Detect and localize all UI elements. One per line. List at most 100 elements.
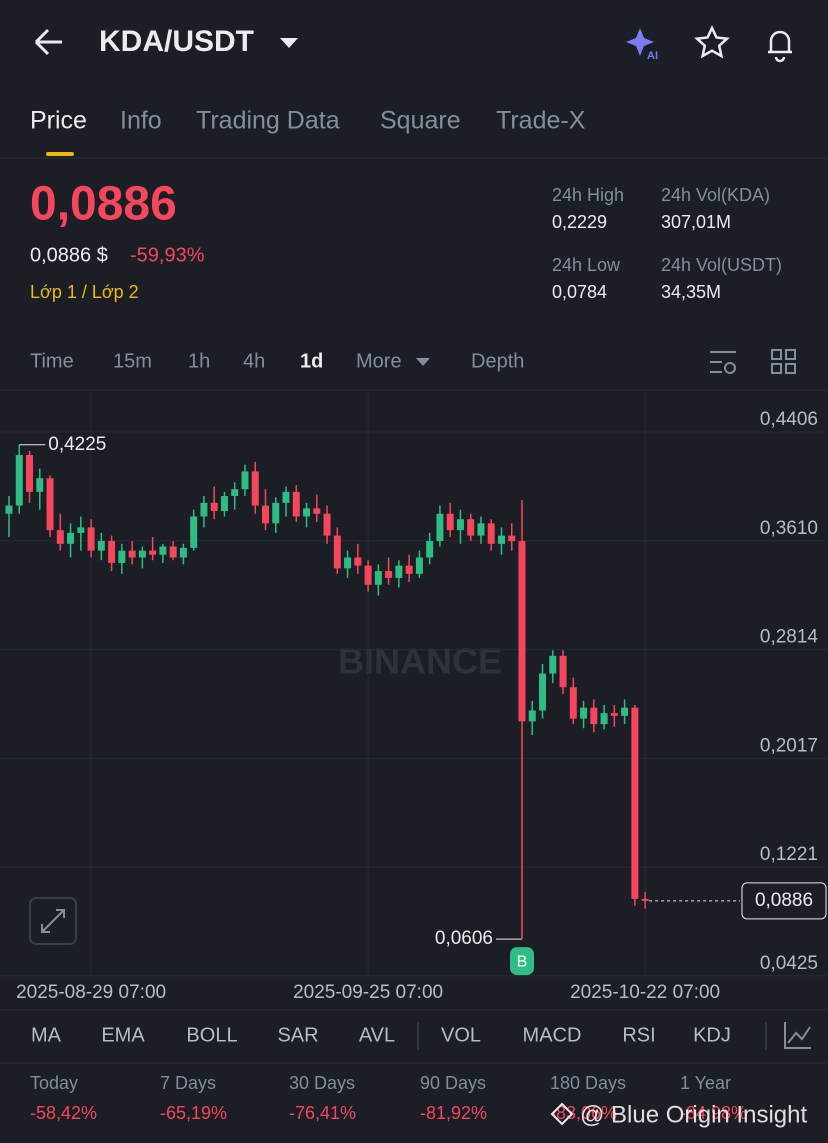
candle-body [190,516,198,548]
indicator[interactable]: VOL [441,1024,481,1046]
high-label: 0,4225 [48,434,106,455]
watermark-logo [550,1102,574,1126]
chart-settings-icon[interactable] [710,351,736,374]
y-tick-label: 0,1221 [760,844,818,865]
candle-body [262,505,269,524]
candle-body [138,550,146,558]
candle-body [313,508,321,514]
alert-button[interactable] [768,30,792,63]
x-tick-label: 2025-09-25 07:00 [293,982,443,1003]
candle-body [539,673,547,711]
tab[interactable]: Price [30,107,87,135]
candle-body [580,707,588,719]
stat-label: 24h Vol(USDT) [661,255,782,275]
period-label: 1 Year [680,1073,731,1093]
candle-body [610,713,618,716]
candle-body [179,547,187,558]
candle-body [87,527,95,551]
interval[interactable]: 4h [243,350,265,372]
interval[interactable]: Depth [471,350,524,372]
fullscreen-button[interactable] [29,897,77,945]
interval[interactable]: 1h [188,350,210,372]
interval[interactable]: More [356,350,402,372]
candle-body [46,478,54,531]
indicator[interactable]: BOLL [186,1024,237,1046]
interval[interactable]: Time [30,350,74,372]
layout-icon[interactable] [771,349,796,374]
candle-body [272,502,280,524]
candle-body [128,550,136,558]
candle-body [231,489,239,496]
layer-tag[interactable]: Lớp 1 / Lớp 2 [30,282,139,302]
candle-body [497,535,505,544]
candle-body [446,513,454,531]
candle-body [467,519,475,536]
fiat-price: 0,0886 $ [30,244,108,266]
indicator-settings[interactable] [784,1022,811,1049]
candle-body [220,495,228,512]
indicator[interactable]: RSI [622,1024,655,1046]
back-button[interactable] [34,28,62,56]
candle-body [354,557,362,566]
candle-body [364,565,372,585]
candle-body [415,557,423,574]
y-tick-label: 0,3610 [760,518,818,539]
tab[interactable]: Trade-X [496,107,586,135]
indicator[interactable]: MA [31,1024,62,1046]
watermark: BINANCE [338,641,502,682]
candle-body [169,546,177,558]
tab[interactable]: Info [120,107,162,135]
ai-button[interactable]: AI [626,28,658,62]
candle-body [77,527,85,533]
candle-body [426,541,434,558]
period-change: -81,92% [420,1103,487,1123]
last-price-box [741,882,827,920]
footer-watermark: @ Blue Origin Insight [580,1101,807,1128]
tab-indicator [46,152,74,156]
candle-body [374,571,382,585]
price-change: -59,93% [130,244,205,266]
candle-body [456,519,464,531]
candle-body [323,513,331,536]
x-tick-label: 2025-10-22 07:00 [570,982,720,1003]
period-change: -84,98% [680,1103,747,1123]
candle-body [97,541,105,551]
candle-body [303,508,311,517]
candle-body [569,687,577,719]
x-tick-label: 2025-08-29 07:00 [16,982,166,1003]
candle-body [508,535,516,542]
indicator[interactable]: MACD [523,1024,582,1046]
period-label: 90 Days [420,1073,486,1093]
pair-title[interactable]: KDA/USDT [99,25,254,58]
candle-body [600,713,608,725]
interval[interactable]: 15m [113,350,152,372]
indicator[interactable]: SAR [277,1024,318,1046]
candle-body [282,491,290,503]
period-change: -58,42% [30,1103,97,1123]
stat-value: 0,2229 [552,212,607,232]
interval[interactable]: 1d [300,350,323,372]
stat-value: 307,01M [661,212,731,232]
candle-body [559,655,567,688]
indicator[interactable]: KDJ [693,1024,731,1046]
stat-label: 24h Low [552,255,621,275]
candle-body [590,707,598,725]
tab[interactable]: Square [380,107,461,135]
last-price-label: 0,0886 [755,890,813,911]
candle-body [210,502,218,512]
candle-body [251,471,259,506]
candle-body [292,491,300,517]
indicator[interactable]: AVL [359,1024,395,1046]
indicator[interactable]: EMA [101,1024,145,1046]
low-label: 0,0606 [435,928,493,949]
y-tick-label: 0,4406 [760,409,818,430]
pair-dropdown[interactable] [280,38,298,48]
stat-value: 34,35M [661,282,721,302]
tab[interactable]: Trading Data [196,107,340,135]
candle-body [36,478,44,492]
candle-body [631,707,639,899]
candle-body [344,557,352,569]
favorite-button[interactable] [694,25,730,59]
candle-body [15,455,23,506]
